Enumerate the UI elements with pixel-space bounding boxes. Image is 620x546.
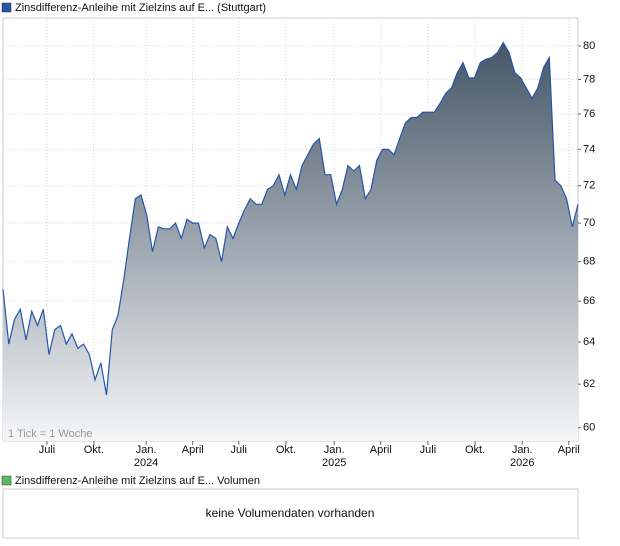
- legend-swatch: [1, 475, 12, 486]
- y-tick-label: 62: [583, 378, 595, 390]
- y-tick-label: 76: [583, 108, 595, 120]
- x-tick-label: Okt.: [276, 444, 296, 456]
- volume-message: keine Volumendaten vorhanden: [206, 506, 375, 520]
- x-tick-label: April: [558, 444, 580, 456]
- x-tick-label: Jan.: [324, 444, 345, 456]
- x-tick-label: April: [370, 444, 392, 456]
- y-tick-label: 72: [583, 180, 595, 192]
- volume-legend: Zinsdifferenz-Anleihe mit Zielzins auf E…: [15, 475, 260, 487]
- y-tick-label: 68: [583, 255, 595, 267]
- y-tick-label: 60: [583, 422, 595, 434]
- x-year-label: 2026: [510, 457, 534, 469]
- x-tick-label: Juli: [230, 444, 247, 456]
- x-year-label: 2025: [322, 457, 346, 469]
- x-tick-label: Okt.: [465, 444, 485, 456]
- x-tick-label: Jan.: [136, 444, 157, 456]
- y-tick-label: 70: [583, 217, 595, 229]
- x-year-label: 2024: [134, 457, 158, 469]
- annotation: 1 Tick = 1 Woche: [8, 428, 92, 440]
- x-tick-label: Juli: [420, 444, 437, 456]
- exchange: (Stuttgart): [217, 2, 266, 14]
- y-tick-label: 78: [583, 73, 595, 85]
- legend-label: Zinsdifferenz-Anleihe mit Zielzins auf E…: [15, 2, 266, 14]
- x-tick-label: Okt.: [84, 444, 104, 456]
- y-tick-label: 64: [583, 336, 595, 348]
- y-tick-label: 74: [583, 143, 595, 155]
- line: [2, 41, 579, 396]
- area: [3, 42, 578, 441]
- series-name: Zinsdifferenz-Anleihe mit Zielzins auf E…: [15, 2, 214, 14]
- volume-frame: [2, 488, 579, 539]
- legend-swatch: [1, 2, 12, 13]
- x-tick-label: April: [182, 444, 204, 456]
- y-tick-label: 66: [583, 295, 595, 307]
- x-tick-label: Jan.: [512, 444, 533, 456]
- x-tick-label: Juli: [39, 444, 56, 456]
- y-tick-label: 80: [583, 40, 595, 52]
